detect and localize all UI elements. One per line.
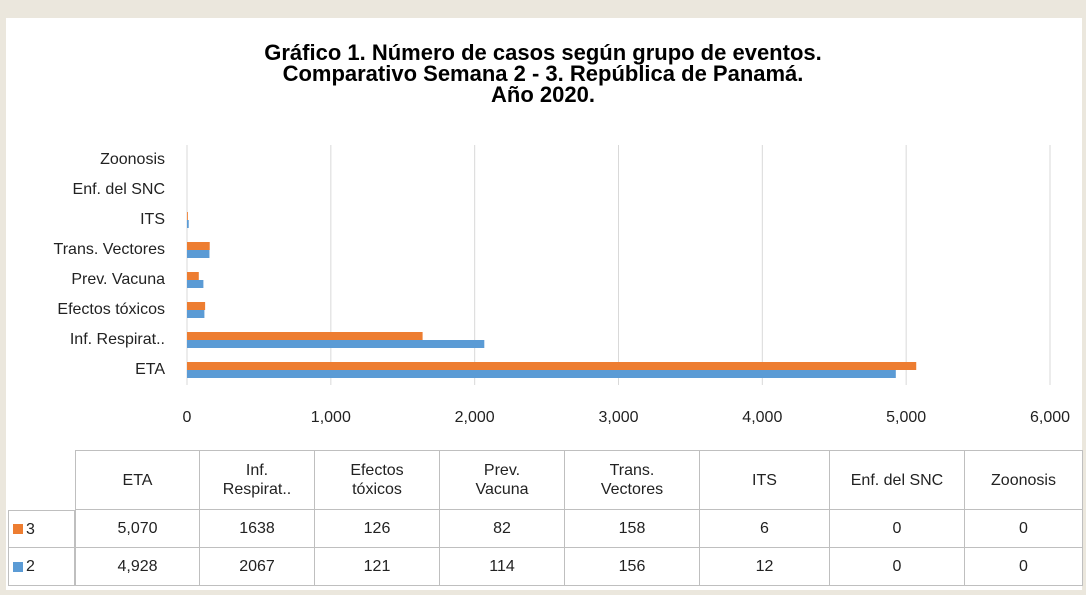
table-header: Inf. Respirat.. <box>200 450 315 510</box>
bar <box>187 370 896 378</box>
legend-label: 2 <box>26 558 35 575</box>
table-value: 12 <box>700 548 830 586</box>
bar <box>187 242 210 250</box>
table-value: 121 <box>315 548 440 586</box>
y-tick-label: Efectos tóxicos <box>57 301 165 318</box>
table-header: Trans. Vectores <box>565 450 700 510</box>
table-value: 114 <box>440 548 565 586</box>
x-tick-label: 4,000 <box>742 409 782 426</box>
y-tick-label: Zoonosis <box>100 151 165 168</box>
bar <box>187 280 204 288</box>
bar <box>187 212 188 220</box>
bar <box>187 310 205 318</box>
legend-key <box>13 524 23 534</box>
table-value: 0 <box>965 548 1083 586</box>
bar <box>187 272 199 280</box>
table-value: 0 <box>830 548 965 586</box>
bar <box>187 362 917 370</box>
table-value: 2067 <box>200 548 315 586</box>
legend-cell: 3 <box>8 510 75 548</box>
y-tick-label: ITS <box>140 211 165 228</box>
table-value: 126 <box>315 510 440 548</box>
x-tick-label: 3,000 <box>598 409 638 426</box>
bar <box>187 332 423 340</box>
x-tick-label: 5,000 <box>886 409 926 426</box>
table-value: 0 <box>830 510 965 548</box>
y-tick-label: Enf. del SNC <box>73 181 165 198</box>
y-tick-label: Inf. Respirat.. <box>70 331 165 348</box>
table-value: 5,070 <box>75 510 200 548</box>
bar <box>187 250 210 258</box>
table-value: 156 <box>565 548 700 586</box>
table-header: Zoonosis <box>965 450 1083 510</box>
y-tick-label: Prev. Vacuna <box>71 271 165 288</box>
table-value: 158 <box>565 510 700 548</box>
x-tick-label: 0 <box>183 409 192 426</box>
bar <box>187 340 485 348</box>
chart-title: Gráfico 1. Número de casos según grupo d… <box>264 40 822 107</box>
table-header: ETA <box>75 450 200 510</box>
table-header: ITS <box>700 450 830 510</box>
x-tick-label: 2,000 <box>455 409 495 426</box>
table-header: Prev. Vacuna <box>440 450 565 510</box>
bar <box>187 302 206 310</box>
legend-cell: 2 <box>8 548 75 586</box>
table-value: 4,928 <box>75 548 200 586</box>
table-header: Enf. del SNC <box>830 450 965 510</box>
table-header: Efectos tóxicos <box>315 450 440 510</box>
bar <box>187 220 189 228</box>
table-value: 6 <box>700 510 830 548</box>
legend-label: 3 <box>26 520 35 538</box>
x-tick-label: 6,000 <box>1030 409 1070 426</box>
x-tick-label: 1,000 <box>311 409 351 426</box>
y-tick-label: Trans. Vectores <box>54 241 165 258</box>
chart-panel <box>6 18 1082 590</box>
legend-key <box>13 561 23 572</box>
table-value: 0 <box>965 510 1083 548</box>
table-value: 1638 <box>200 510 315 548</box>
table-value: 82 <box>440 510 565 548</box>
y-tick-label: ETA <box>135 361 165 378</box>
